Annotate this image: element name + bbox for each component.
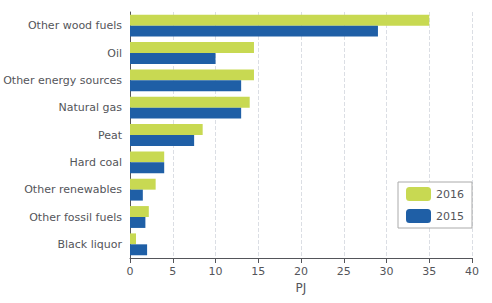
svg-text:35: 35	[422, 265, 436, 278]
svg-text:Other wood fuels: Other wood fuels	[28, 19, 122, 32]
svg-text:PJ: PJ	[296, 281, 307, 295]
svg-text:Other energy sources: Other energy sources	[3, 74, 122, 87]
svg-text:Other renewables: Other renewables	[24, 183, 122, 196]
svg-text:15: 15	[251, 265, 265, 278]
svg-text:0: 0	[127, 265, 134, 278]
svg-text:25: 25	[337, 265, 351, 278]
svg-text:10: 10	[209, 265, 223, 278]
svg-text:Other fossil fuels: Other fossil fuels	[29, 211, 122, 224]
svg-text:40: 40	[465, 265, 479, 278]
svg-text:2016: 2016	[436, 188, 464, 201]
svg-text:2015: 2015	[436, 210, 464, 223]
svg-text:Hard coal: Hard coal	[70, 156, 122, 169]
svg-text:Natural gas: Natural gas	[58, 101, 122, 114]
svg-text:Oil: Oil	[107, 47, 122, 60]
svg-text:30: 30	[380, 265, 394, 278]
svg-text:20: 20	[294, 265, 308, 278]
svg-text:5: 5	[169, 265, 176, 278]
svg-text:Peat: Peat	[98, 129, 123, 142]
svg-text:Black liquor: Black liquor	[57, 238, 122, 251]
